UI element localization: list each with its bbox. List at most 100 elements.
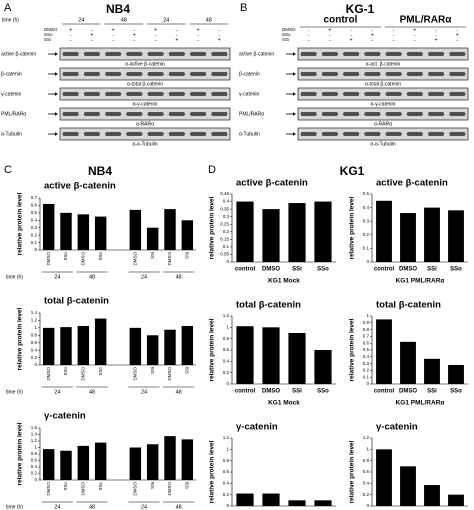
blot-band	[83, 92, 100, 96]
y-tick-label: 1.2	[31, 318, 38, 323]
blot-strip	[297, 87, 469, 101]
blot-strip	[297, 107, 469, 121]
blot-band	[83, 132, 100, 136]
y-tick-label: 0.2	[363, 368, 370, 373]
x-tick-label: SSo	[317, 389, 329, 395]
time-value: 24	[141, 389, 147, 395]
blot-band	[428, 52, 445, 56]
blot-band	[83, 72, 100, 76]
treatment-sign: +	[371, 32, 374, 38]
blot-band	[300, 52, 317, 56]
treatment-name: DMSO	[282, 27, 296, 32]
blot-band	[300, 112, 317, 116]
row-label: PML/RARα	[1, 111, 26, 117]
bar	[376, 200, 392, 262]
chart-title: active β-catenin	[44, 181, 116, 192]
blot-band	[385, 72, 402, 76]
blot-band	[343, 52, 360, 56]
blot-band	[321, 132, 338, 136]
blot-band	[343, 92, 360, 96]
y-tick-label: 0.25	[220, 221, 229, 226]
x-tick-label: SSo	[63, 367, 68, 376]
y-tick-label: 0.4	[363, 354, 370, 359]
bar	[129, 327, 142, 365]
x-tick-label: SSi	[185, 252, 190, 259]
blot-band	[147, 72, 164, 76]
y-tick-label: 0.3	[363, 218, 370, 223]
y-tick-label: 0.2	[31, 471, 38, 476]
y-axis-label: relative protein level	[209, 196, 216, 259]
x-tick-label: SSi	[427, 389, 437, 395]
treatment-sign: -	[112, 37, 114, 43]
y-tick-label: 0.2	[223, 492, 230, 497]
bar	[236, 326, 254, 384]
y-axis-label: relative protein level	[349, 440, 356, 503]
blot-band	[449, 72, 466, 76]
time-label: time (h)	[6, 274, 23, 280]
y-tick-label: 0.8	[31, 332, 38, 337]
treatment-sign: +	[69, 27, 72, 33]
y-tick-label: 1	[34, 325, 37, 330]
bar	[42, 203, 55, 250]
x-tick-label: control	[235, 267, 256, 273]
blot-band	[62, 132, 79, 136]
y-tick-label: 0.6	[223, 347, 230, 352]
blot-band	[343, 72, 360, 76]
y-tick-label: 0.9	[363, 320, 370, 325]
bar	[262, 493, 280, 506]
row-arrow-head	[55, 52, 58, 56]
x-tick-label: SSo	[98, 367, 103, 376]
y-tick-label: 1.4	[31, 310, 38, 315]
blot-band	[211, 92, 228, 96]
y-tick-label: 0	[226, 259, 229, 264]
blot-band	[364, 72, 381, 76]
blot-band	[190, 92, 207, 96]
y-tick-label: 0.2	[31, 355, 38, 360]
row-label: γ-catenin	[1, 91, 22, 97]
row-label: β-catenin	[239, 71, 260, 77]
blot-band	[168, 52, 185, 56]
y-tick-label: 0	[226, 381, 229, 386]
y-tick-label: 0.6	[31, 203, 38, 208]
blot-band	[126, 112, 143, 116]
bar	[400, 213, 416, 262]
x-tick-label: DMSO	[81, 252, 86, 266]
y-tick-label: 0.05	[220, 252, 229, 257]
row-arrow-head	[293, 52, 296, 56]
blot-band	[105, 92, 122, 96]
y-tick-label: 0.4	[363, 205, 370, 210]
time-label: time (h)	[6, 504, 23, 510]
row-caption: α-α-Tubulin	[132, 141, 158, 147]
x-tick-label: SSo	[317, 267, 329, 273]
blot-band	[428, 72, 445, 76]
treatment-sign: +	[413, 27, 416, 33]
row-label: α-Tubulin	[1, 131, 22, 137]
y-tick-label: 1	[226, 325, 229, 330]
blot-strip	[297, 67, 469, 81]
treatment-sign: +	[435, 37, 438, 43]
treatment-sign: -	[219, 27, 221, 33]
bar	[262, 209, 280, 262]
x-tick-label: DMSO	[81, 482, 86, 496]
y-axis-label: relative protein level	[349, 318, 356, 381]
x-tick-label: DMSO	[133, 367, 138, 381]
y-tick-label: 0	[34, 247, 37, 252]
blot-band	[321, 92, 338, 96]
y-tick-label: 0.45	[220, 191, 229, 196]
row-caption: α-γ-catenin	[371, 101, 396, 107]
blot-band	[321, 112, 338, 116]
bar	[181, 326, 194, 365]
y-tick-label: 0.4	[31, 217, 38, 222]
blot-band	[168, 132, 185, 136]
bar	[314, 350, 332, 384]
treatment-sign: +	[350, 37, 353, 43]
y-tick-label: 0.4	[363, 481, 370, 486]
time-value: 48	[206, 17, 212, 23]
treatment-sign: -	[435, 32, 437, 38]
bar	[181, 439, 194, 480]
x-tick-label: DMSO	[167, 252, 172, 266]
y-tick-label: 0	[366, 259, 369, 264]
y-tick-label: 0.6	[31, 340, 38, 345]
treatment-sign: -	[393, 37, 395, 43]
treatment-sign: -	[197, 32, 199, 38]
